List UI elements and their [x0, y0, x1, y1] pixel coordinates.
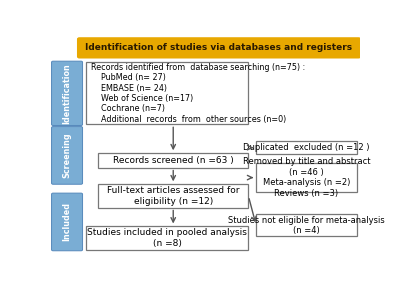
FancyBboxPatch shape [256, 141, 357, 154]
FancyBboxPatch shape [52, 193, 82, 251]
Text: Studies not eligible for meta-analysis
(n =4): Studies not eligible for meta-analysis (… [228, 216, 385, 235]
Text: Studies included in pooled analysis
(n =8): Studies included in pooled analysis (n =… [87, 228, 247, 248]
FancyBboxPatch shape [256, 163, 357, 192]
FancyBboxPatch shape [86, 226, 248, 250]
Text: Screening: Screening [62, 132, 72, 178]
Text: Records screened (n =63 ): Records screened (n =63 ) [113, 156, 234, 165]
FancyBboxPatch shape [52, 61, 82, 126]
FancyBboxPatch shape [98, 153, 248, 168]
Text: Identification of studies via databases and registers: Identification of studies via databases … [85, 43, 352, 52]
Text: Included: Included [62, 202, 72, 241]
FancyBboxPatch shape [77, 37, 361, 58]
FancyBboxPatch shape [86, 62, 248, 124]
FancyBboxPatch shape [52, 127, 82, 184]
Text: Full-text articles assessed for
eligibility (n =12): Full-text articles assessed for eligibil… [107, 186, 240, 206]
Text: Removed by title and abstract
(n =46 )
Meta-analysis (n =2)
Reviews (n =3): Removed by title and abstract (n =46 ) M… [243, 158, 370, 198]
FancyBboxPatch shape [256, 214, 357, 236]
Text: Duplicated  excluded (n =12 ): Duplicated excluded (n =12 ) [243, 143, 370, 152]
FancyBboxPatch shape [98, 184, 248, 208]
Text: Identification: Identification [62, 63, 72, 124]
Text: Records identified from  database searching (n=75) :
    PubMed (n= 27)
    EMBA: Records identified from database searchi… [91, 63, 306, 124]
